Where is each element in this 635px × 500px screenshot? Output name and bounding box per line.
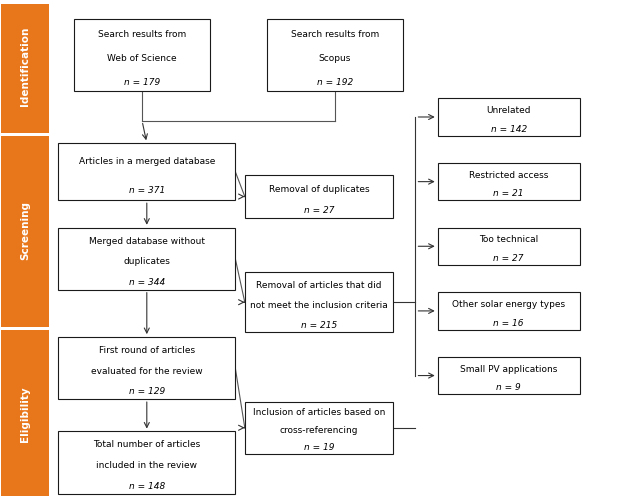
Text: Restricted access: Restricted access (469, 170, 549, 179)
Text: cross-referencing: cross-referencing (280, 426, 358, 435)
Text: Search results from: Search results from (98, 30, 186, 39)
Text: n = 27: n = 27 (304, 206, 335, 215)
Text: Screening: Screening (20, 200, 30, 260)
Text: Eligibility: Eligibility (20, 386, 30, 442)
Text: Unrelated: Unrelated (486, 106, 531, 115)
Text: n = 27: n = 27 (493, 254, 524, 263)
Text: First round of articles: First round of articles (98, 346, 195, 355)
Bar (58, 337, 236, 399)
Bar (1, 136, 49, 327)
Text: n = 129: n = 129 (129, 388, 165, 396)
Bar (245, 402, 393, 454)
Text: n = 21: n = 21 (493, 190, 524, 198)
Text: duplicates: duplicates (123, 258, 170, 266)
Bar (58, 432, 236, 494)
Text: Too technical: Too technical (479, 235, 538, 244)
Bar (438, 98, 580, 136)
Text: n = 344: n = 344 (129, 278, 165, 287)
Text: evaluated for the review: evaluated for the review (91, 366, 203, 376)
Text: not meet the inclusion criteria: not meet the inclusion criteria (250, 300, 388, 310)
Text: Merged database without: Merged database without (89, 236, 205, 246)
Bar (58, 143, 236, 201)
Text: Articles in a merged database: Articles in a merged database (79, 157, 215, 166)
Text: Scopus: Scopus (319, 54, 351, 63)
Bar (267, 19, 403, 91)
Bar (1, 4, 49, 133)
Text: Total number of articles: Total number of articles (93, 440, 201, 450)
Bar (1, 330, 49, 496)
Text: n = 179: n = 179 (124, 78, 160, 87)
Text: Removal of articles that did: Removal of articles that did (257, 281, 382, 290)
Bar (58, 228, 236, 290)
Text: Inclusion of articles based on: Inclusion of articles based on (253, 408, 385, 418)
Text: n = 16: n = 16 (493, 318, 524, 328)
Text: n = 19: n = 19 (304, 444, 335, 452)
Text: n = 148: n = 148 (129, 482, 165, 491)
Bar (74, 19, 210, 91)
Text: Other solar energy types: Other solar energy types (452, 300, 565, 309)
Bar (438, 292, 580, 330)
Bar (438, 357, 580, 394)
Bar (438, 163, 580, 200)
Text: Small PV applications: Small PV applications (460, 364, 558, 374)
Bar (438, 228, 580, 265)
Bar (245, 176, 393, 218)
Text: n = 192: n = 192 (317, 78, 353, 87)
Text: included in the review: included in the review (97, 461, 197, 470)
Text: Identification: Identification (20, 26, 30, 106)
Text: Web of Science: Web of Science (107, 54, 177, 63)
Text: n = 142: n = 142 (491, 124, 527, 134)
Text: Removal of duplicates: Removal of duplicates (269, 184, 370, 194)
Bar (245, 272, 393, 332)
Text: Search results from: Search results from (291, 30, 379, 39)
Text: n = 9: n = 9 (497, 383, 521, 392)
Text: n = 371: n = 371 (129, 186, 165, 195)
Text: n = 215: n = 215 (301, 320, 337, 330)
